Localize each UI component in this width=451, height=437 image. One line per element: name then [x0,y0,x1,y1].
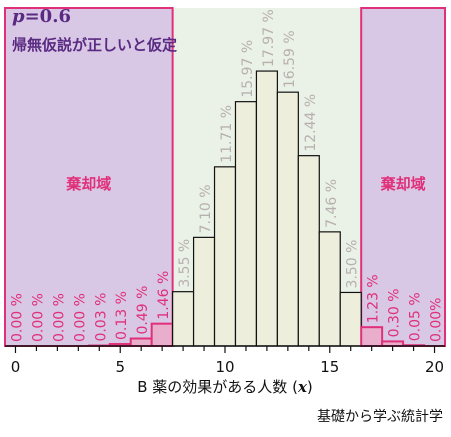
rejection-label-left: 棄却域 [66,175,111,193]
bar-6 [129,337,153,347]
bar-12 [255,70,278,347]
bar-16 [339,291,362,347]
null-hypothesis-note: 帰無仮説が正しいと仮定 [12,36,178,54]
bar-label-5: 0.13 % [114,291,130,340]
bar-14 [297,155,320,347]
probability-parameter: p=0.6 [12,6,71,27]
bar-13 [276,91,299,347]
bar-7 [150,322,174,347]
bar-label-20: 0.00% [429,298,445,342]
rejection-region-left [4,7,174,347]
bar-label-1: 0.00 % [30,293,46,342]
tick-label-0: 0 [11,358,21,376]
bar-10 [213,166,237,347]
bar-15 [318,231,341,347]
bar-label-14: 12.44 % [303,94,319,152]
x-axis-variable: x [297,378,308,396]
bar-label-11: 15.97 % [240,40,256,98]
bar-label-8: 3.55 % [177,239,193,288]
tick-label-10: 10 [215,358,234,376]
bar-17 [360,326,384,347]
x-axis-label: B 薬の効果がある人数 [137,378,287,396]
bar-label-12: 17.97 % [261,9,277,67]
bar-label-9: 7.10 % [198,184,214,233]
bar-label-15: 7.46 % [324,179,340,228]
bar-label-13: 16.59 % [282,30,298,88]
bar-label-7: 1.46 % [156,271,172,320]
source-credit: 基礎から学ぶ統計学 [317,409,443,425]
bar-label-2: 0.00 % [51,293,67,342]
bar-label-4: 0.03 % [93,293,109,342]
x-axis-title: B 薬の効果がある人数 (x) [137,378,313,396]
tick-label-15: 15 [320,358,339,376]
p-value: =0.6 [24,6,71,27]
bar-label-3: 0.00 % [72,293,88,342]
bar-8 [172,291,195,347]
bar-9 [192,236,216,347]
bar-label-19: 0.05 % [408,292,424,341]
p-symbol: p [12,6,25,27]
bar-11 [234,101,258,347]
rejection-label-right: 棄却域 [381,175,426,193]
bar-label-17: 1.23 % [366,274,382,323]
bar-label-10: 11.71 % [219,105,235,163]
bar-label-0: 0.00 % [9,293,25,342]
bar-label-18: 0.30 % [387,288,403,337]
rejection-region-right [360,7,447,347]
tick-label-20: 20 [425,358,444,376]
bar-label-6: 0.49 % [135,286,151,335]
tick-label-5: 5 [115,358,125,376]
bar-label-16: 3.50 % [345,240,361,289]
